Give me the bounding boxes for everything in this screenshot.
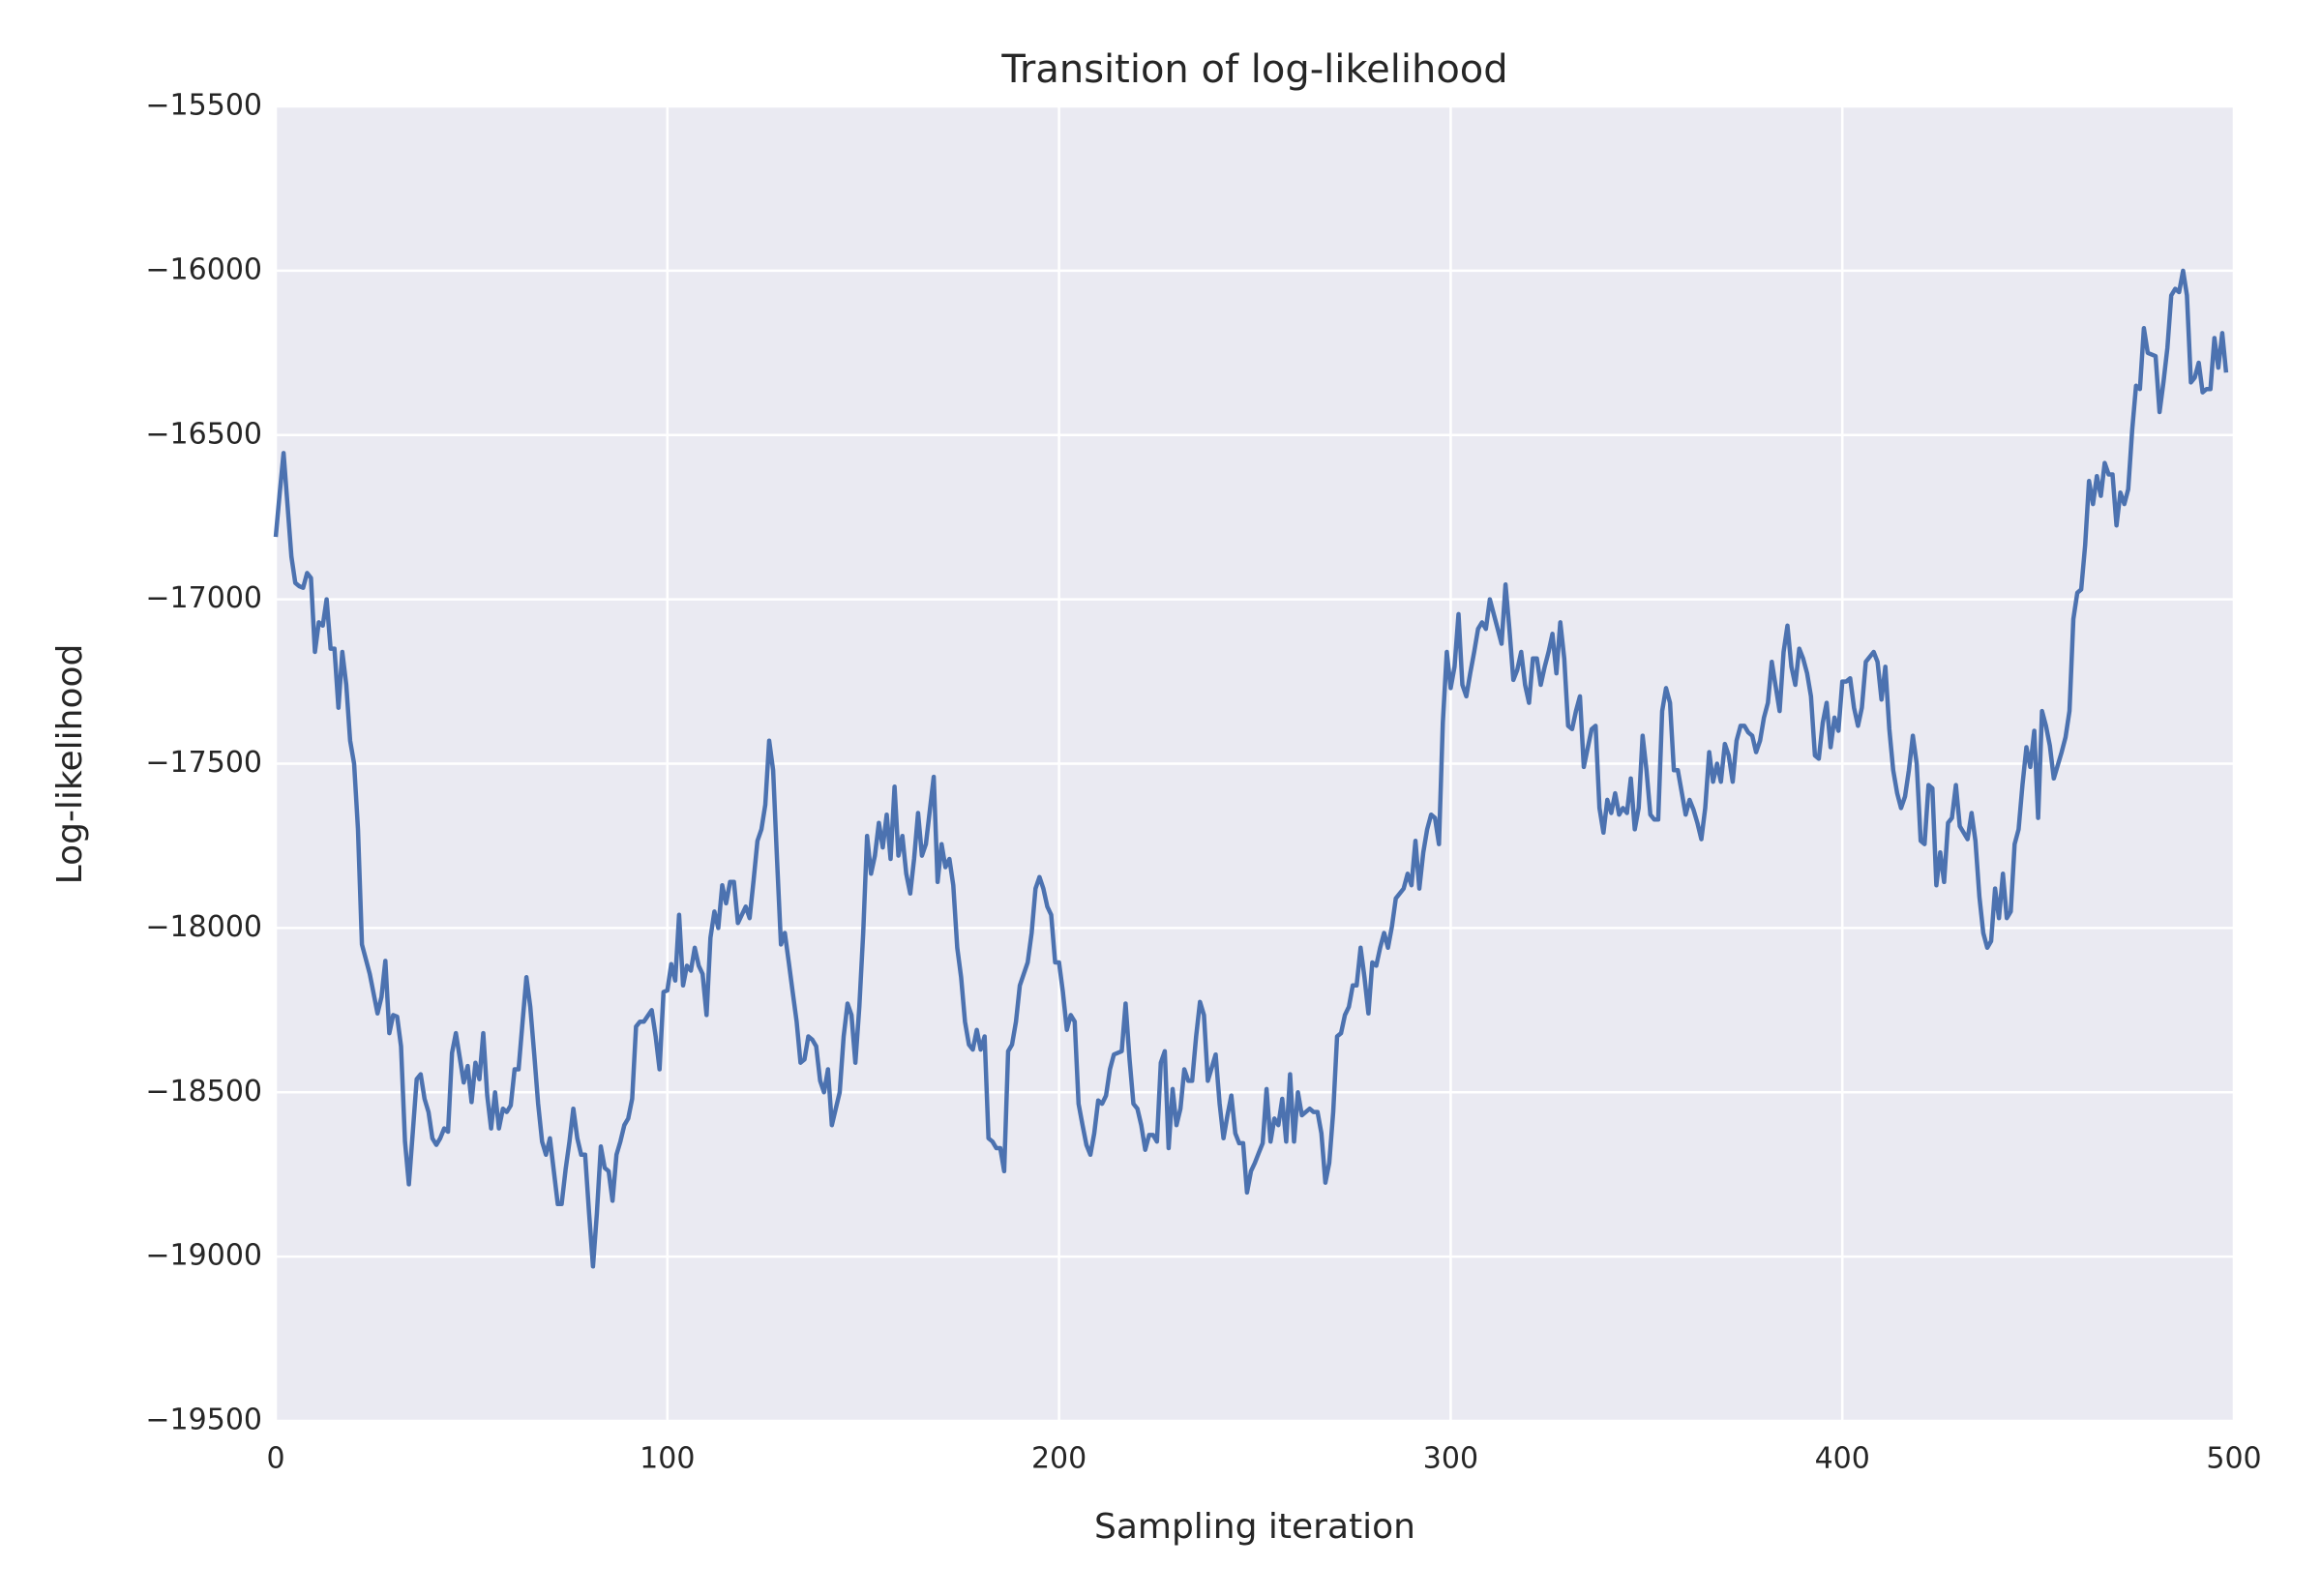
y-tick-label: −19500 <box>145 1404 262 1437</box>
data-line <box>273 268 2229 1269</box>
x-tick-label: 0 <box>266 1442 284 1476</box>
y-tick-label: −19000 <box>145 1239 262 1273</box>
y-tick-label: −17500 <box>145 746 262 780</box>
y-tick-label: −15500 <box>145 89 262 123</box>
x-tick-label: 100 <box>640 1442 695 1476</box>
x-tick-label: 300 <box>1423 1442 1478 1476</box>
y-tick-label: −16500 <box>145 417 262 451</box>
x-tick-label: 400 <box>1815 1442 1870 1476</box>
y-tick-label: −17000 <box>145 581 262 615</box>
chart-title: Transition of log-likelihood <box>1000 47 1507 92</box>
x-axis-label: Sampling iteration <box>1094 1507 1415 1547</box>
y-tick-label: −16000 <box>145 252 262 286</box>
y-tick-label: −18500 <box>145 1075 262 1108</box>
y-tick-label: −18000 <box>145 910 262 944</box>
x-tick-label: 500 <box>2206 1442 2261 1476</box>
x-tick-label: 200 <box>1031 1442 1087 1476</box>
y-axis-label: Log-likelihood <box>50 644 90 885</box>
